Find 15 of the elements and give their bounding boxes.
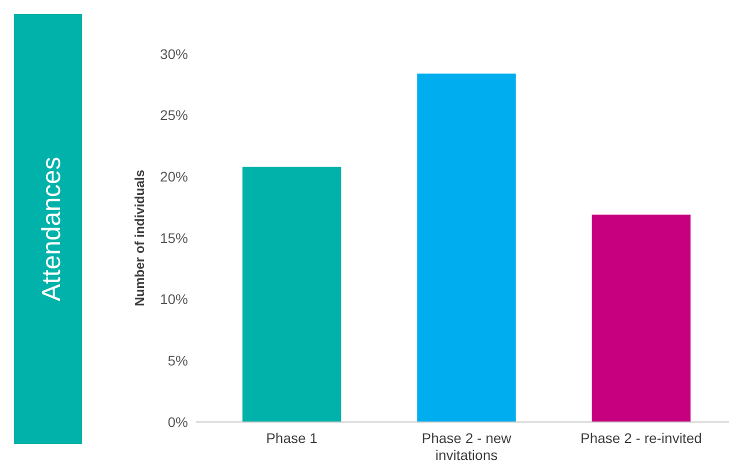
text: Attendances — [36, 156, 66, 302]
x-tick-label: Phase 2 - re-invited — [580, 430, 702, 446]
y-tick-label: 15% — [160, 230, 188, 246]
y-tick-label: 20% — [160, 168, 188, 185]
x-tick-label: Phase 2 - new invitations — [422, 430, 512, 463]
x-tick-label: Phase 1 — [266, 430, 318, 446]
bar — [242, 166, 342, 422]
bar — [592, 214, 691, 422]
bar — [417, 74, 516, 422]
y-axis-title: Number of individuals — [132, 170, 147, 306]
y-tick-label: 10% — [160, 291, 188, 308]
y-tick-label: 30% — [160, 46, 188, 62]
y-tick-label: 5% — [168, 352, 188, 369]
y-tick-label: 0% — [168, 414, 188, 430]
y-tick-label: 25% — [160, 107, 188, 124]
